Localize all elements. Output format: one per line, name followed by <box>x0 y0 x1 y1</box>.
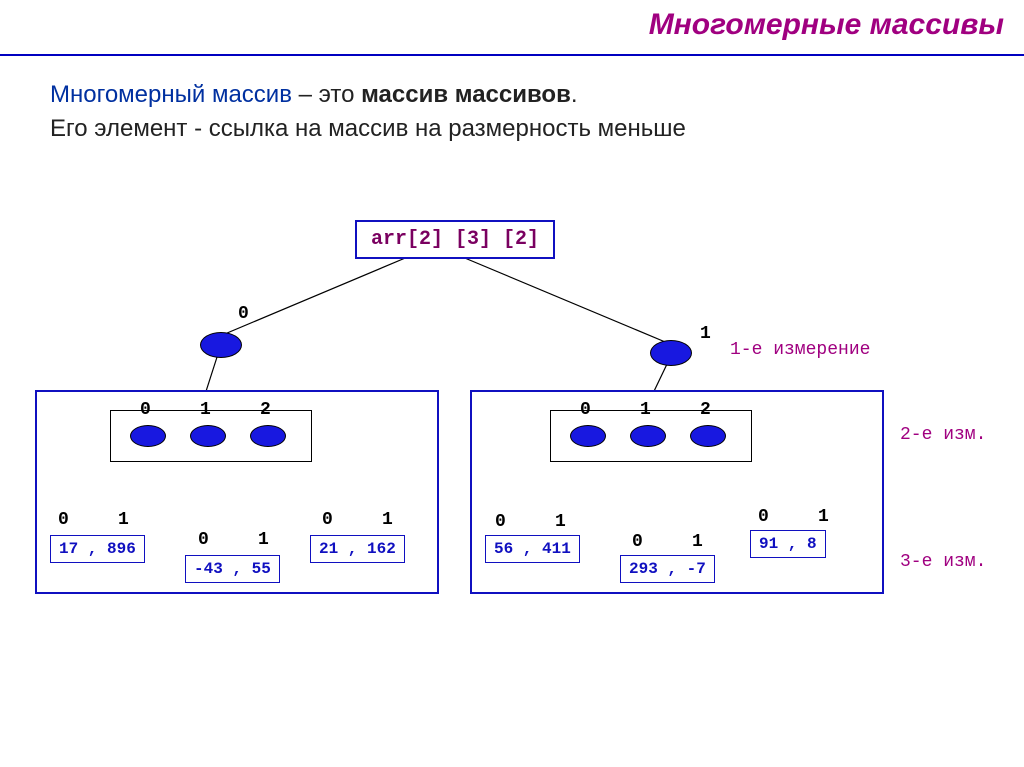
node-l2-R2 <box>690 425 726 447</box>
idx-l3-L2-0: 0 <box>322 510 333 530</box>
idx-l2-L2: 2 <box>260 400 271 420</box>
idx-l3-L1-1: 1 <box>258 530 269 550</box>
text-line2: Его элемент - ссылка на массив на размер… <box>50 112 686 146</box>
idx-l1-1: 1 <box>700 324 711 344</box>
idx-l3-R0-0: 0 <box>495 512 506 532</box>
dim-label-3: 3-е изм. <box>900 552 986 572</box>
slide-title: Многомерные массивы <box>649 8 1004 42</box>
leaf-L2: 21 , 162 <box>310 535 405 563</box>
title-divider <box>0 54 1024 56</box>
text-accent: Многомерный массив <box>50 81 292 108</box>
leaf-R2: 91 , 8 <box>750 530 826 558</box>
idx-l3-L2-1: 1 <box>382 510 393 530</box>
idx-l3-R1-0: 0 <box>632 532 643 552</box>
root-box: arr[2] [3] [2] <box>355 220 555 259</box>
idx-l3-L1-0: 0 <box>198 530 209 550</box>
text-mid: – это <box>292 81 361 108</box>
node-l1-0 <box>200 332 242 358</box>
body-text: Многомерный массив – это массив массивов… <box>50 78 686 145</box>
idx-l2-R0: 0 <box>580 400 591 420</box>
node-l2-L2 <box>250 425 286 447</box>
idx-l3-R1-1: 1 <box>692 532 703 552</box>
leaf-L0: 17 , 896 <box>50 535 145 563</box>
idx-l3-R0-1: 1 <box>555 512 566 532</box>
text-bold: массив массивов <box>361 81 571 108</box>
leaf-R0: 56 , 411 <box>485 535 580 563</box>
idx-l3-R2-1: 1 <box>818 507 829 527</box>
dim-label-1: 1-е измерение <box>730 340 870 360</box>
idx-l3-L0-1: 1 <box>118 510 129 530</box>
idx-l2-L0: 0 <box>140 400 151 420</box>
leaf-R1: 293 , -7 <box>620 555 715 583</box>
node-l1-1 <box>650 340 692 366</box>
tree-diagram: arr[2] [3] [2] 0 1 1-е измерение 0 1 2 0… <box>0 200 1024 760</box>
idx-l3-L0-0: 0 <box>58 510 69 530</box>
idx-l2-L1: 1 <box>200 400 211 420</box>
node-l2-R1 <box>630 425 666 447</box>
node-l2-L1 <box>190 425 226 447</box>
idx-l1-0: 0 <box>238 304 249 324</box>
idx-l2-R1: 1 <box>640 400 651 420</box>
leaf-L1: -43 , 55 <box>185 555 280 583</box>
idx-l2-R2: 2 <box>700 400 711 420</box>
idx-l3-R2-0: 0 <box>758 507 769 527</box>
text-end: . <box>571 81 578 108</box>
node-l2-R0 <box>570 425 606 447</box>
node-l2-L0 <box>130 425 166 447</box>
dim-label-2: 2-е изм. <box>900 425 986 445</box>
